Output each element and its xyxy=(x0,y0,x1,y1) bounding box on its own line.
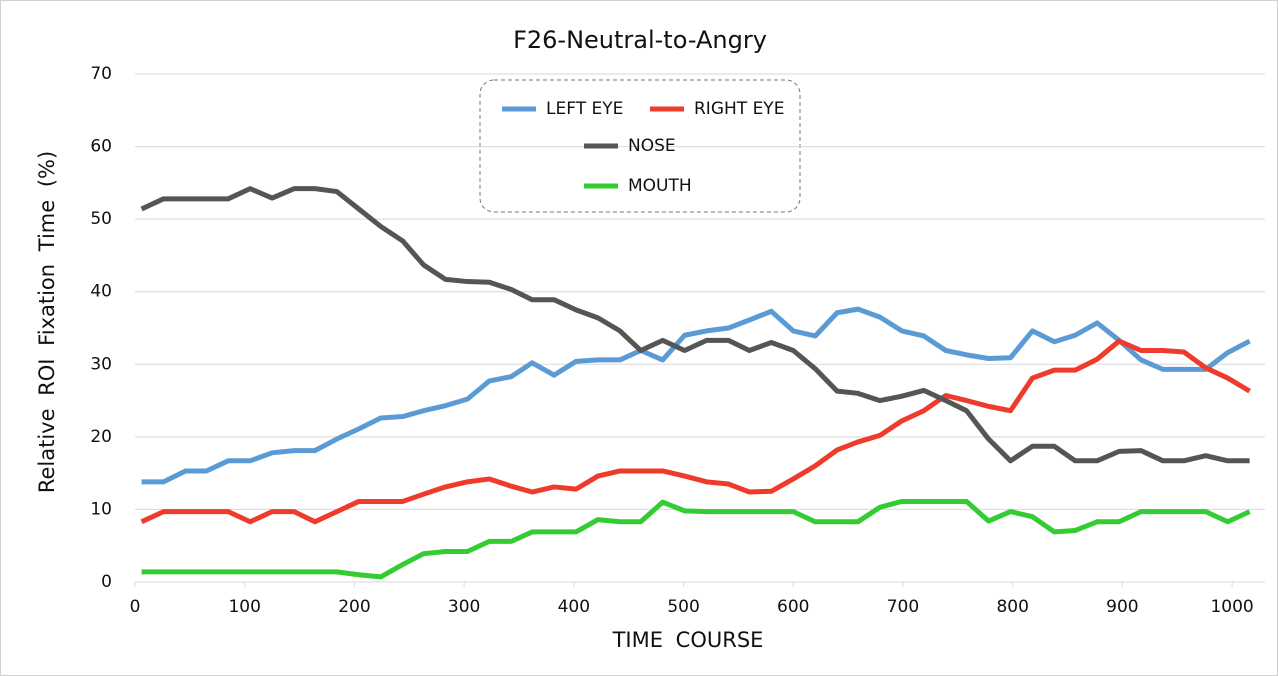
y-axis-title: Relative ROI Fixation Time (%) xyxy=(35,151,59,493)
x-tick-label: 600 xyxy=(777,597,809,617)
y-tick-label: 50 xyxy=(90,209,112,229)
x-tick-label: 1000 xyxy=(1210,597,1253,617)
y-tick-label: 20 xyxy=(90,427,112,447)
y-tick-label: 30 xyxy=(90,354,112,374)
legend-label: RIGHT EYE xyxy=(694,99,784,119)
x-tick-label: 700 xyxy=(887,597,919,617)
legend-label: MOUTH xyxy=(628,176,692,196)
legend-label: NOSE xyxy=(628,136,676,156)
x-tick-label: 300 xyxy=(448,597,480,617)
series-line xyxy=(141,498,1251,580)
series-line xyxy=(140,186,1250,464)
y-tick-label: 0 xyxy=(101,572,112,592)
y-tick-label: 60 xyxy=(90,137,112,157)
x-tick-label: 500 xyxy=(667,597,699,617)
legend-box xyxy=(479,79,801,213)
y-tick-label: 10 xyxy=(90,499,112,519)
x-axis-title: TIME COURSE xyxy=(612,628,764,652)
series-line xyxy=(141,306,1251,485)
legend-label: LEFT EYE xyxy=(546,99,623,119)
x-tick-label: 0 xyxy=(130,597,141,617)
series-line xyxy=(140,338,1251,525)
x-tick-label: 900 xyxy=(1106,597,1138,617)
y-tick-label: 70 xyxy=(90,64,112,84)
x-tick-label: 200 xyxy=(338,597,370,617)
x-tick-label: 100 xyxy=(228,597,260,617)
x-tick-label: 400 xyxy=(558,597,590,617)
y-tick-label: 40 xyxy=(90,282,112,302)
chart-title: F26-Neutral-to-Angry xyxy=(513,26,767,54)
x-tick-label: 800 xyxy=(996,597,1028,617)
